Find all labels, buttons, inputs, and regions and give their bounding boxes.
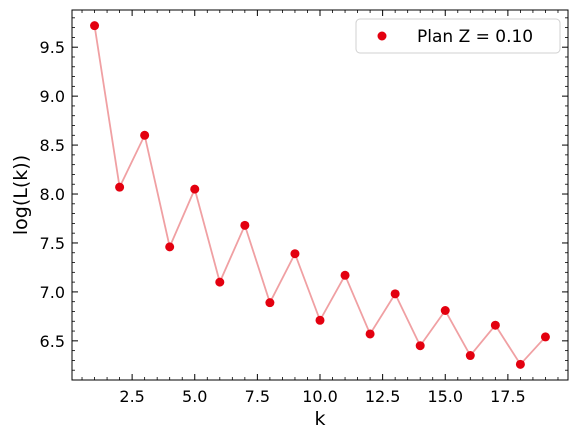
data-point	[415, 341, 425, 351]
data-point	[465, 351, 475, 361]
x-tick-label: 15.0	[427, 387, 463, 406]
x-tick-label: 17.5	[490, 387, 526, 406]
data-point	[165, 242, 175, 252]
data-point	[315, 315, 325, 325]
y-axis-label: log(L(k))	[10, 155, 32, 235]
y-tick-label: 8.0	[40, 185, 65, 204]
legend-label: Plan Z = 0.10	[417, 27, 533, 47]
y-tick-label: 7.0	[40, 283, 65, 302]
data-point	[340, 270, 350, 280]
x-tick-label: 12.5	[365, 387, 401, 406]
y-tick-label: 9.0	[40, 87, 65, 106]
legend-marker	[377, 31, 387, 41]
data-point	[140, 130, 150, 140]
data-point	[365, 329, 375, 339]
x-tick-label: 10.0	[302, 387, 338, 406]
data-point	[90, 21, 100, 31]
data-layer	[90, 21, 550, 369]
data-point	[540, 332, 550, 342]
series-line	[93, 25, 547, 366]
y-tick-label: 7.5	[40, 234, 65, 253]
legend-box	[355, 18, 561, 54]
x-tick-label: 5.0	[182, 387, 207, 406]
data-point	[515, 359, 525, 369]
data-point	[190, 184, 200, 194]
data-point	[490, 320, 500, 330]
y-tick-label: 9.5	[40, 38, 65, 57]
y-tick-label: 8.5	[40, 136, 65, 155]
x-tick-label: 2.5	[119, 387, 144, 406]
data-point	[390, 289, 400, 299]
data-point	[240, 220, 250, 230]
ticks-layer: 2.5 5.0 7.5 10.0 12.5 15.0 17.5 6.5 7.0 7.5 8.0 8.5…	[40, 10, 568, 406]
legend: Plan Z = 0.10	[355, 18, 561, 54]
y-tick-label: 6.5	[40, 332, 65, 351]
data-point	[290, 249, 300, 259]
data-point	[440, 306, 450, 315]
plot-frame	[71, 9, 569, 381]
x-tick-label: 7.5	[245, 387, 270, 406]
data-point	[265, 298, 275, 308]
data-point	[215, 277, 225, 287]
x-axis-label: k	[314, 408, 325, 430]
data-point	[115, 182, 125, 192]
